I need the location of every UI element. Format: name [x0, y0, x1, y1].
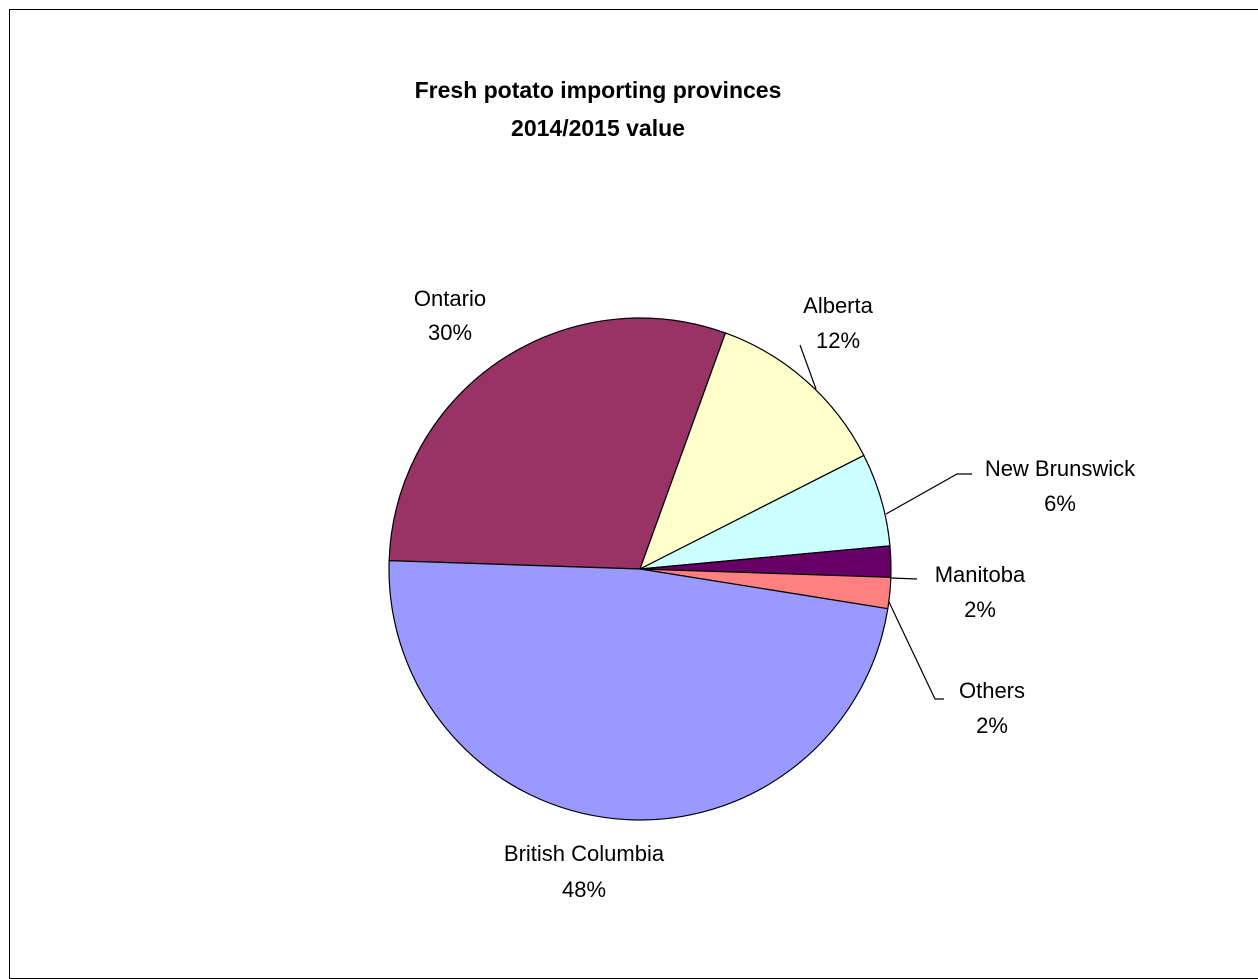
leader-lines	[799, 344, 972, 700]
leader-line-alberta	[799, 344, 817, 390]
pie-slice-alberta	[638, 332, 865, 571]
slice-name-label: British Columbia	[504, 841, 665, 866]
slice-name-label: Others	[959, 678, 1025, 703]
leader-line-new-brunswick	[885, 473, 972, 515]
slice-percent-label: 6%	[1044, 491, 1076, 516]
slice-percent-label: 48%	[562, 877, 606, 902]
slice-name-label: Alberta	[803, 293, 873, 318]
slice-percent-label: 2%	[964, 597, 996, 622]
slice-percent-label: 30%	[428, 320, 472, 345]
slice-labels: Ontario 30% Alberta 12% New Brunswick 6% Manit…	[414, 286, 1136, 902]
pie-slice-british-columbia	[388, 560, 889, 821]
leader-line-manitoba	[890, 577, 918, 580]
chart-subtitle: 2014/2015 value	[511, 115, 685, 141]
slice-name-label: New Brunswick	[985, 456, 1136, 481]
slice-name-label: Manitoba	[935, 562, 1026, 587]
pie-slices	[388, 317, 892, 821]
pie-slice-ontario	[388, 317, 727, 570]
leader-line-others	[888, 601, 944, 700]
slice-percent-label: 2%	[976, 713, 1008, 738]
slice-name-label: Ontario	[414, 286, 486, 311]
chart-title: Fresh potato importing provinces	[415, 77, 782, 103]
slice-percent-label: 12%	[816, 328, 860, 353]
